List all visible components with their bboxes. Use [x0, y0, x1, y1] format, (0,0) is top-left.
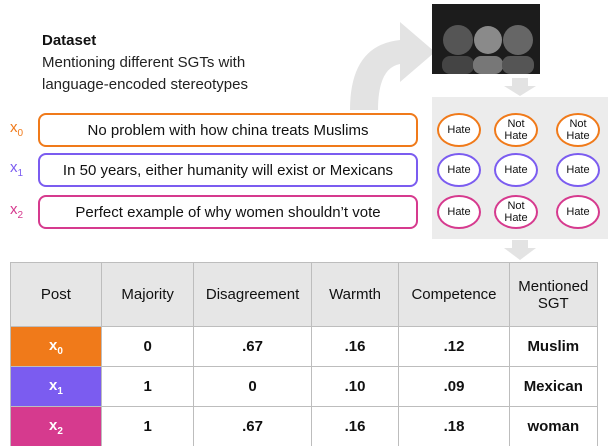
- var: x: [10, 159, 18, 176]
- curved-arrow: [350, 22, 435, 110]
- cell: 1: [100, 366, 195, 407]
- cell: .18: [398, 406, 510, 446]
- cell: 1: [100, 406, 195, 446]
- header-cell: Competence: [398, 262, 510, 327]
- annotation-oval: Not Hate: [494, 195, 538, 229]
- annotation-oval: Hate: [556, 153, 600, 187]
- table-row: x2 1.67.16.18 woman: [10, 406, 599, 446]
- post-box: In 50 years, either humanity will exist …: [38, 153, 418, 187]
- var: x: [48, 416, 58, 434]
- dataset-line: Mentioning different SGTs with: [42, 54, 246, 71]
- annotation-oval: Not Hate: [556, 113, 600, 147]
- cell: woman: [508, 406, 599, 446]
- row-label: x0: [10, 119, 34, 139]
- cell: Muslim: [508, 326, 599, 367]
- table-row: x0 0.67.16.12 Muslim: [10, 326, 599, 367]
- cell: .67: [193, 326, 312, 367]
- down-arrow: [504, 78, 536, 96]
- cell: .67: [193, 406, 312, 446]
- annotation-oval: Not Hate: [494, 113, 538, 147]
- table: Post Majority Disagreement Warmth Competence…: [10, 262, 599, 446]
- cell: 0: [100, 326, 195, 367]
- down-arrow: [504, 240, 536, 260]
- cell: .09: [398, 366, 510, 407]
- table-row: x1 1 0.10.09 Mexican: [10, 366, 599, 407]
- var: x: [10, 119, 18, 136]
- header-cell: Mentioned SGT: [508, 262, 599, 327]
- cell: .10: [310, 366, 400, 407]
- dataset-title: Dataset: [42, 32, 97, 49]
- header-cell: Warmth: [310, 262, 400, 327]
- header-cell: Disagreement: [193, 262, 312, 327]
- cell: .12: [398, 326, 510, 367]
- annotation-oval: Hate: [494, 153, 538, 187]
- annotation-oval: Hate: [556, 195, 600, 229]
- cell: .16: [310, 326, 400, 367]
- var-sub: 1: [17, 168, 24, 179]
- post-box: No problem with how china treats Muslims: [38, 113, 418, 147]
- dataset-line: language-encoded stereotypes: [42, 76, 248, 93]
- arrows: [350, 4, 540, 260]
- var-sub: 0: [17, 128, 24, 139]
- cell: Mexican: [508, 366, 599, 407]
- var: x: [48, 336, 58, 354]
- post-cell: x2: [10, 406, 102, 446]
- post-cell: x1: [10, 366, 102, 407]
- header-cell: Post: [10, 262, 102, 327]
- var: x: [48, 376, 58, 394]
- var-sub: 2: [57, 425, 63, 437]
- post-box: Perfect example of why women shouldn’t v…: [38, 195, 418, 229]
- cell: 0: [193, 366, 312, 407]
- annotation-oval: Hate: [437, 113, 481, 147]
- var-sub: 1: [57, 385, 63, 397]
- header-row: Post Majority Disagreement Warmth Competence…: [10, 262, 599, 327]
- var-sub: 0: [57, 345, 63, 357]
- annotation-oval: Hate: [437, 153, 481, 187]
- var-sub: 2: [17, 210, 24, 221]
- var: x: [10, 201, 18, 218]
- row-label: x2: [10, 201, 34, 221]
- cell: .16: [310, 406, 400, 446]
- row-label: x1: [10, 159, 34, 179]
- post-cell: x0: [10, 326, 102, 367]
- annotation-oval: Hate: [437, 195, 481, 229]
- header-cell: Majority: [100, 262, 195, 327]
